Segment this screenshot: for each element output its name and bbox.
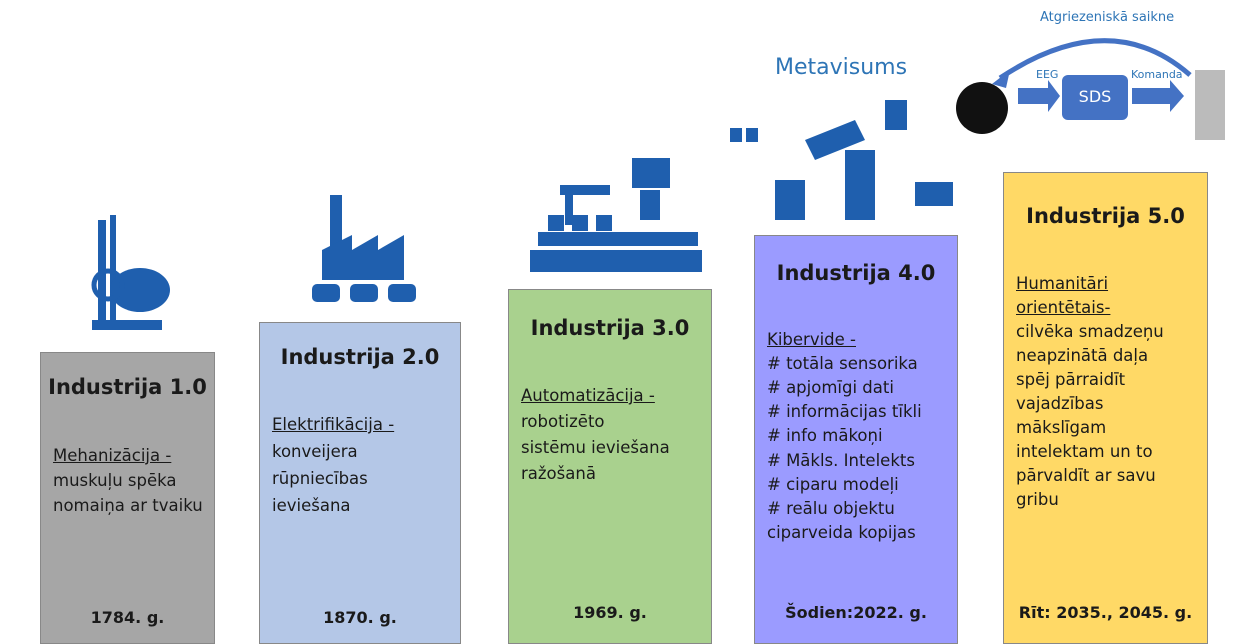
eeg-label: EEG xyxy=(1036,68,1058,81)
industry-column: Industrija 5.0 Humanitāri orientētais-cilv… xyxy=(1003,172,1208,644)
column-line: # totāla sensorika xyxy=(767,354,918,373)
column-title: Industrija 1.0 xyxy=(41,375,214,399)
steam-engine-icon xyxy=(92,215,170,330)
column-line: ieviešana xyxy=(272,496,351,515)
column-title: Industrija 3.0 xyxy=(509,316,711,340)
column-title: Industrija 5.0 xyxy=(1004,204,1207,228)
column-line: # informācijas tīkli xyxy=(767,402,922,421)
column-line: konveijera xyxy=(272,442,358,461)
metaverse-label: Metavisums xyxy=(775,55,907,80)
column-line: ciparveida kopijas xyxy=(767,523,916,542)
bci-box-label: SDS xyxy=(1062,87,1128,106)
column-year: 1969. g. xyxy=(509,603,711,622)
column-keyword: Elektrifikācija - xyxy=(272,415,394,434)
column-keyword: Automatizācija - xyxy=(521,386,655,405)
column-line: ražošanā xyxy=(521,464,596,483)
column-line: muskuļu spēka xyxy=(53,471,177,490)
column-title: Industrija 2.0 xyxy=(260,345,460,369)
column-line: nomaiņa ar tvaiku xyxy=(53,496,203,515)
industry-column: Industrija 4.0 Kibervide - # totāla sensor… xyxy=(754,235,958,644)
column-year: Rīt: 2035., 2045. g. xyxy=(1004,603,1207,622)
column-year: 1870. g. xyxy=(260,608,460,627)
page: Metavisums Atgriezeniskā saikne EEG SDS … xyxy=(0,0,1244,644)
assembly-icon xyxy=(530,158,702,272)
column-year: Šodien:2022. g. xyxy=(755,603,957,622)
column-title: Industrija 4.0 xyxy=(755,261,957,285)
column-line: intelektam un to xyxy=(1016,442,1153,461)
column-line: # info mākoņi xyxy=(767,426,883,445)
industry-column: Industrija 1.0 Mehanizācija - muskuļu spēk… xyxy=(40,352,215,644)
column-keyword: Mehanizācija - xyxy=(53,446,171,465)
column-line: spēj pārraidīt xyxy=(1016,370,1125,389)
column-line: # Mākls. Intelekts xyxy=(767,451,915,470)
column-line: robotizēto xyxy=(521,412,605,431)
column-line: # ciparu modeļi xyxy=(767,475,899,494)
industry-column: Industrija 3.0 Automatizācija - robotizēto… xyxy=(508,289,712,644)
column-line: rūpniecības xyxy=(272,469,368,488)
column-line: cilvēka smadzeņu xyxy=(1016,322,1164,341)
command-label: Komanda xyxy=(1131,68,1183,81)
industry-column: Industrija 2.0 Elektrifikācija - konveijer… xyxy=(259,322,461,644)
robot-icon xyxy=(730,100,953,220)
factory-icon xyxy=(312,195,416,302)
column-line: vajadzības xyxy=(1016,394,1103,413)
column-line: gribu xyxy=(1016,490,1059,509)
column-line: neapzinātā daļa xyxy=(1016,346,1148,365)
feedback-label: Atgriezeniskā saikne xyxy=(1040,10,1174,25)
column-year: 1784. g. xyxy=(41,608,214,627)
column-line: pārvaldīt ar savu xyxy=(1016,466,1156,485)
column-line: sistēmu ieviešana xyxy=(521,438,670,457)
column-keyword: Humanitāri xyxy=(1016,274,1108,293)
column-keyword: orientētais- xyxy=(1016,298,1110,317)
column-line: mākslīgam xyxy=(1016,418,1106,437)
column-line: # reālu objektu xyxy=(767,499,895,518)
column-line: # apjomīgi dati xyxy=(767,378,894,397)
column-keyword: Kibervide - xyxy=(767,330,856,349)
